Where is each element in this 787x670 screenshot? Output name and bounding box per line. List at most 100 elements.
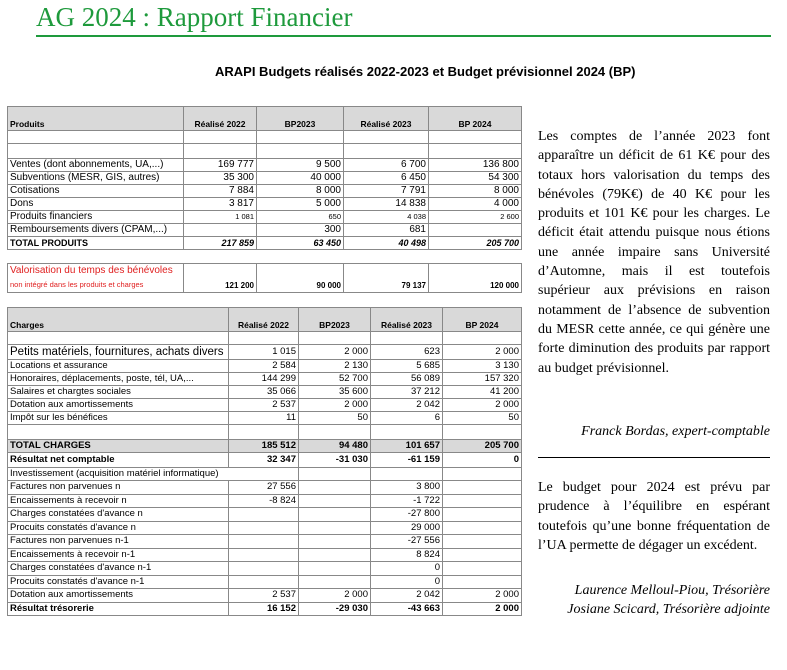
valorisation-row: Valorisation du temps des bénévoles non i… — [7, 263, 522, 293]
cell — [442, 507, 522, 522]
table-row: Procuits constatés d'avance n-1 0 — [7, 574, 522, 589]
table-row: Factures non parvenues n-1 -27 556 — [7, 534, 522, 549]
table-row: Remboursements divers (CPAM,...) 300 681 — [7, 223, 522, 237]
cell: 4 038 — [343, 210, 429, 224]
row-label: Résultat net comptable — [7, 452, 229, 468]
row-label: Salaires et chargtes sociales — [7, 385, 229, 399]
table-title: ARAPI Budgets réalisés 2022-2023 et Budg… — [215, 64, 636, 79]
cell: 7 884 — [183, 184, 257, 198]
cell — [442, 424, 522, 440]
cell — [343, 143, 429, 159]
table-row: Petits matériels, fournitures, achats di… — [7, 344, 522, 360]
cell: 6 — [370, 411, 443, 425]
cell: 63 450 — [256, 236, 344, 250]
cell — [442, 331, 522, 345]
cell: 6 450 — [343, 171, 429, 185]
charges-table: Charges Réalisé 2022 BP2023 Réalisé 2023 BP … — [7, 307, 522, 616]
cell: 2 000 — [442, 398, 522, 412]
cell — [298, 520, 371, 535]
cell — [298, 480, 371, 495]
cell: 2 537 — [228, 588, 299, 603]
cell — [298, 493, 371, 508]
row-label: Impôt sur les bénéfices — [7, 411, 229, 425]
cell: 8 824 — [370, 547, 443, 562]
cell: 120 000 — [428, 263, 522, 293]
row-label: Encaissements à recevoir n-1 — [7, 547, 229, 562]
produits-table: Produits Réalisé 2022 BP2023 Réalisé 2023 BP… — [7, 106, 522, 250]
cell: 300 — [256, 223, 344, 237]
resultat-row: Résultat net comptable 32 347 -31 030 -61 1… — [7, 452, 522, 468]
cell: 5 685 — [370, 359, 443, 373]
cell: 3 130 — [442, 359, 522, 373]
row-label: Charges — [7, 307, 229, 332]
cell — [442, 520, 522, 535]
cell: 14 838 — [343, 197, 429, 211]
cell — [370, 331, 443, 345]
cell: 1 015 — [228, 344, 299, 360]
cell: Réalisé 2023 — [343, 106, 429, 131]
row-label: Petits matériels, fournitures, achats di… — [7, 344, 229, 360]
cell: 2 130 — [298, 359, 371, 373]
cell: -1 722 — [370, 493, 443, 508]
table-row — [7, 130, 522, 144]
total-row: TOTAL PRODUITS 217 859 63 450 40 498 205 700 — [7, 236, 522, 250]
signature-deputy-treasurer: Josiane Scicard, Trésorière adjointe — [567, 602, 770, 617]
row-label: Résultat trésorerie — [7, 601, 229, 616]
valorisation-title: Valorisation du temps des bénévoles — [10, 265, 173, 276]
signature-treasurer: Laurence Melloul-Piou, Trésorière — [574, 583, 770, 598]
cell — [228, 574, 299, 589]
table-row: Dotation aux amortissements 2 537 2 000 2 0… — [7, 398, 522, 412]
cell: 4 000 — [428, 197, 522, 211]
cell: 2 000 — [442, 588, 522, 603]
signature-expert: Franck Bordas, expert-comptable — [581, 424, 770, 439]
cell: Réalisé 2022 — [183, 106, 257, 131]
cell: 217 859 — [183, 236, 257, 250]
cell: 50 — [442, 411, 522, 425]
cell — [442, 547, 522, 562]
table-row — [7, 143, 522, 159]
cell — [298, 424, 371, 440]
cell: 205 700 — [428, 236, 522, 250]
row-label: Dotation aux amortissements — [7, 588, 229, 603]
table-row: Factures non parvenues n 27 556 3 800 — [7, 480, 522, 495]
header-row: Charges Réalisé 2022 BP2023 Réalisé 2023 BP … — [7, 307, 522, 332]
cell: 5 000 — [256, 197, 344, 211]
cell: 136 800 — [428, 158, 522, 172]
cell — [228, 534, 299, 549]
row-label: TOTAL PRODUITS — [7, 236, 184, 250]
cell: 3 800 — [370, 480, 443, 495]
table-row: Salaires et chargtes sociales 35 066 35 60… — [7, 385, 522, 399]
cell: 54 300 — [428, 171, 522, 185]
cell: 94 480 — [298, 439, 371, 453]
row-label — [7, 143, 184, 159]
table-row: Dotation aux amortissements 2 537 2 000 2 0… — [7, 588, 522, 603]
cell: 2 042 — [370, 398, 443, 412]
cell: 2 000 — [442, 344, 522, 360]
resultat-tresorerie-row: Résultat trésorerie 16 152 -29 030 -43 663 2… — [7, 601, 522, 616]
cell: 144 299 — [228, 372, 299, 386]
cell: 50 — [298, 411, 371, 425]
table-row — [7, 331, 522, 345]
cell — [228, 331, 299, 345]
cell: 101 657 — [370, 439, 443, 453]
title-underline — [36, 35, 771, 37]
row-label: Honoraires, déplacements, poste, tél, UA… — [7, 372, 229, 386]
row-label — [7, 331, 229, 345]
cell: 2 600 — [428, 210, 522, 224]
table-row: Charges constatées d'avance n -27 800 — [7, 507, 522, 522]
cell: Réalisé 2023 — [370, 307, 443, 332]
table-row: Ventes (dont abonnements, UA,...) 169 777… — [7, 158, 522, 172]
table-row: Impôt sur les bénéfices 11 50 6 50 — [7, 411, 522, 425]
cell: 185 512 — [228, 439, 299, 453]
cell: 11 — [228, 411, 299, 425]
cell: 157 320 — [442, 372, 522, 386]
cell: 40 000 — [256, 171, 344, 185]
cell: -8 824 — [228, 493, 299, 508]
cell — [298, 547, 371, 562]
cell — [228, 547, 299, 562]
cell: 27 556 — [228, 480, 299, 495]
page-title: AG 2024 : Rapport Financier — [36, 2, 353, 32]
cell: 169 777 — [183, 158, 257, 172]
table-row: Locations et assurance 2 584 2 130 5 685 3 1… — [7, 359, 522, 373]
table-row: Dons 3 817 5 000 14 838 4 000 — [7, 197, 522, 211]
